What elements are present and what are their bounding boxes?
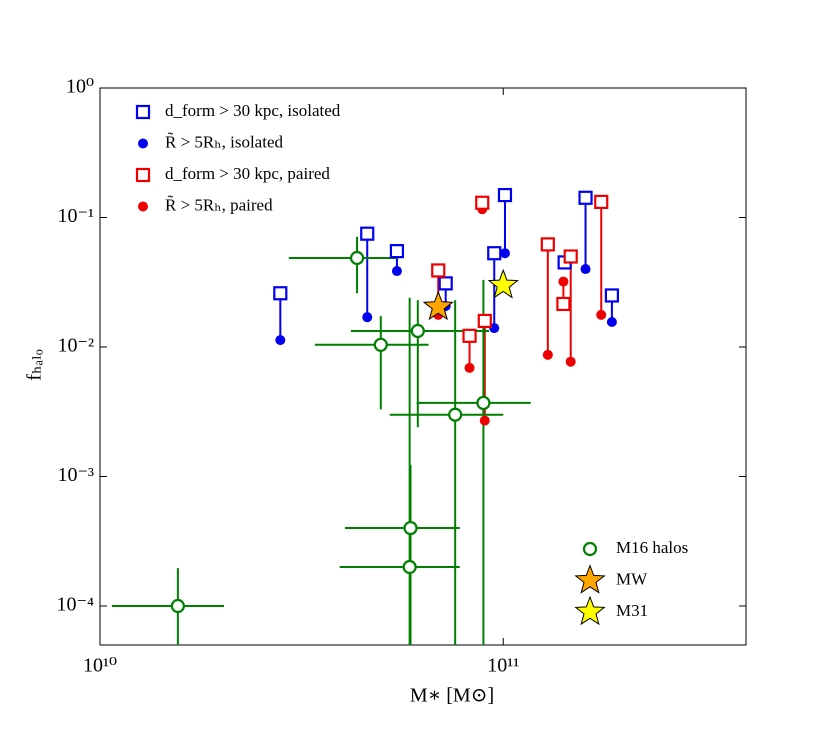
y-tick-label: 10⁻⁴ xyxy=(56,594,94,616)
legend-label: R̃ > 5Rₕ, paired xyxy=(165,195,273,214)
square-marker xyxy=(594,194,609,209)
legend-label: M31 xyxy=(616,601,648,620)
dot-marker xyxy=(362,312,373,323)
dot-marker xyxy=(479,415,490,426)
x-tick-label: 10¹¹ xyxy=(487,655,519,677)
square-marker xyxy=(578,190,593,205)
dot-marker xyxy=(464,362,475,373)
dot-marker xyxy=(391,266,402,277)
square-marker xyxy=(475,195,490,210)
legend-marker xyxy=(138,201,148,212)
legend-label: M16 halos xyxy=(616,538,688,557)
legend-marker xyxy=(574,564,606,594)
square-marker xyxy=(487,246,502,261)
legend-label: MW xyxy=(616,569,648,588)
x-tick-label: 10¹⁰ xyxy=(83,655,117,677)
square-marker xyxy=(462,328,477,343)
plot-frame xyxy=(99,87,747,646)
y-tick-label: 10⁻¹ xyxy=(57,205,94,227)
y-axis-label: fₕₐₗₒ xyxy=(24,349,46,381)
open-circle-marker xyxy=(476,395,491,411)
legend-marker xyxy=(138,138,148,149)
open-circle-marker xyxy=(170,598,185,614)
open-circle-marker xyxy=(349,250,365,266)
legend-marker xyxy=(135,167,151,183)
open-circle-marker xyxy=(410,323,425,339)
legend-marker xyxy=(582,541,598,557)
square-marker xyxy=(563,249,578,264)
y-tick-label: 10⁰ xyxy=(66,76,94,98)
dot-marker xyxy=(499,248,510,259)
square-marker xyxy=(477,313,492,329)
open-circle-marker xyxy=(373,337,388,352)
legend-marker xyxy=(135,104,151,120)
square-marker xyxy=(273,286,288,301)
legend-label: d_form > 30 kpc, paired xyxy=(165,164,330,183)
legend-marker xyxy=(574,595,606,626)
dot-marker xyxy=(606,316,617,327)
square-marker xyxy=(438,276,453,291)
dot-marker xyxy=(542,349,553,360)
square-marker xyxy=(497,187,513,203)
open-circle-marker xyxy=(448,407,463,422)
open-circle-marker xyxy=(402,559,417,575)
square-marker xyxy=(431,263,446,278)
dot-marker xyxy=(596,309,607,320)
dot-marker xyxy=(565,356,576,367)
square-marker xyxy=(360,226,375,241)
open-circle-marker xyxy=(403,520,418,536)
legend-label: R̃ > 5Rₕ, isolated xyxy=(165,132,283,151)
y-tick-label: 10⁻³ xyxy=(57,464,94,486)
y-tick-label: 10⁻² xyxy=(57,335,94,357)
square-marker xyxy=(604,288,620,303)
star-marker xyxy=(422,290,454,321)
legend-label: d_form > 30 kpc, isolated xyxy=(165,101,341,120)
square-marker xyxy=(556,296,571,312)
dot-marker xyxy=(558,276,569,287)
star-marker xyxy=(487,268,519,299)
dot-marker xyxy=(580,264,591,275)
x-axis-label: M∗ [M⊙] xyxy=(410,685,494,707)
dot-marker xyxy=(275,335,286,346)
square-marker xyxy=(389,244,405,259)
square-marker xyxy=(540,237,555,252)
